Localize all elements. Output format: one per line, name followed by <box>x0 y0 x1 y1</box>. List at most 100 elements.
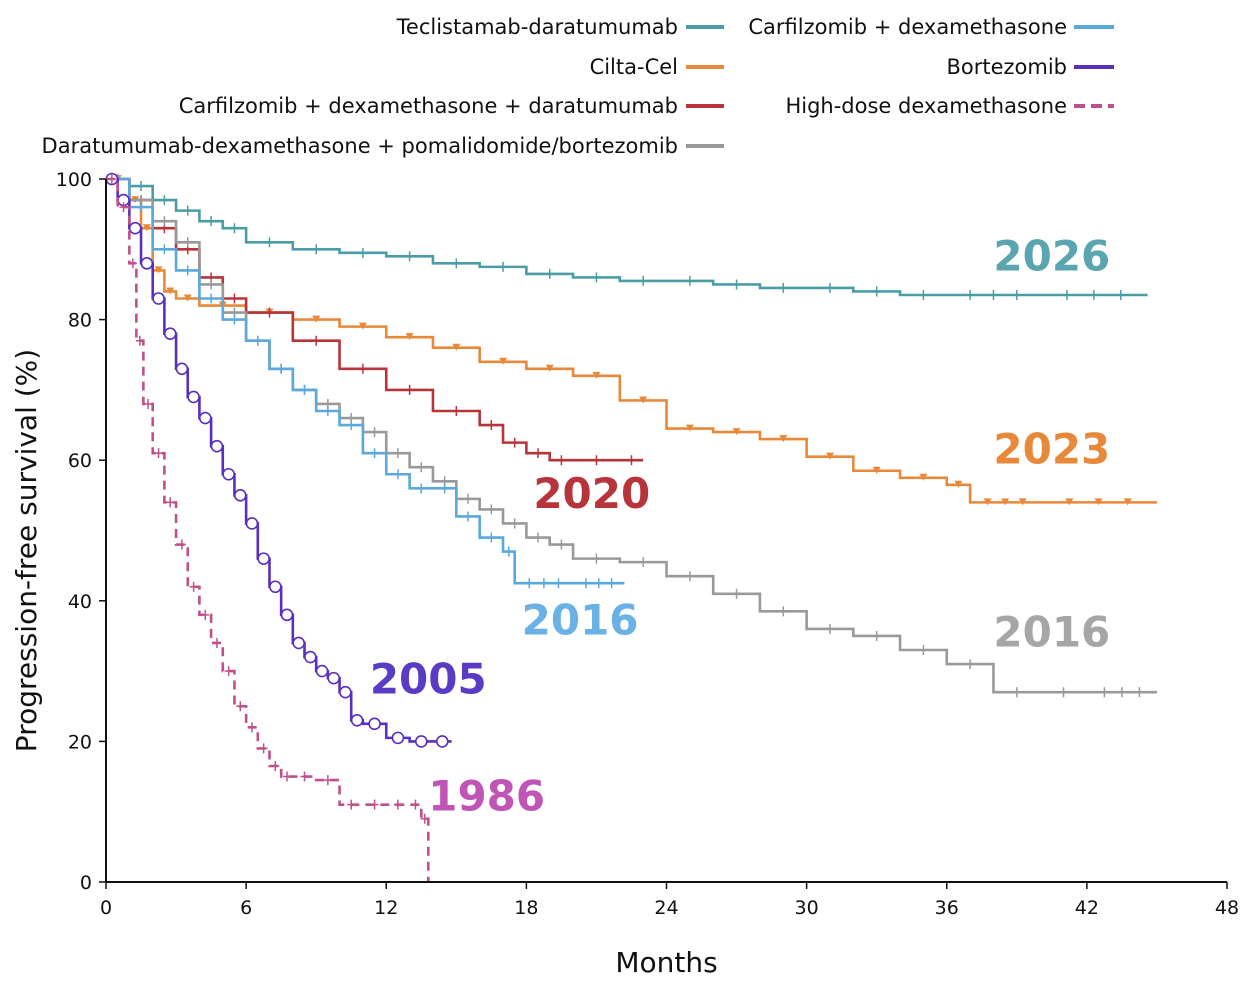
censor-mark <box>358 363 367 374</box>
legend-label: Carfilzomib + dexamethasone <box>748 15 1067 39</box>
censor-mark <box>685 571 694 582</box>
censor-mark <box>545 364 554 372</box>
censor-mark <box>154 266 163 274</box>
censor-mark <box>557 539 566 550</box>
survival-curve <box>106 177 1157 504</box>
year-label-1986: 1986 <box>428 771 545 820</box>
censor-mark <box>554 578 563 589</box>
censor-mark <box>452 258 461 269</box>
censor-mark <box>1012 687 1021 698</box>
censor-mark <box>966 289 975 300</box>
censor-mark <box>685 424 694 432</box>
censor-mark <box>230 314 239 325</box>
survival-curve <box>106 177 1148 297</box>
legend-item-cilta-cel: Cilta-Cel <box>590 55 724 79</box>
censor-mark <box>370 427 379 438</box>
legend-label: Carfilzomib + dexamethasone + daratumuma… <box>179 94 678 118</box>
censor-mark <box>510 518 519 529</box>
legend-item-carfilzomib-dexamethasone-daratumumab: Carfilzomib + dexamethasone + daratumuma… <box>179 94 724 118</box>
censor-mark <box>154 448 163 459</box>
year-label-2005: 2005 <box>370 655 487 704</box>
censor-mark <box>198 411 212 425</box>
censor-mark <box>183 205 192 216</box>
y-tick-label: 0 <box>80 872 92 894</box>
censor-mark <box>212 637 221 648</box>
censor-mark <box>292 636 305 650</box>
censor-mark <box>323 775 332 786</box>
censor-mark <box>265 237 274 248</box>
year-label-2023: 2023 <box>993 425 1110 474</box>
censor-mark <box>210 439 224 453</box>
censor-mark <box>183 265 192 276</box>
censor-mark <box>222 467 235 481</box>
censor-mark <box>452 405 461 416</box>
legend-label: High-dose dexamethasone <box>785 94 1067 118</box>
censor-mark <box>1089 289 1098 300</box>
censor-mark <box>245 517 259 530</box>
censor-mark <box>207 216 216 227</box>
legend: Teclistamab-daratumumab Cilta-Cel Carfilzo… <box>42 15 1114 158</box>
x-tick-label: 24 <box>654 897 678 919</box>
censor-mark <box>1065 498 1074 506</box>
series-layer <box>105 172 1157 882</box>
censor-mark <box>233 489 247 502</box>
series-bortezomib <box>105 172 452 748</box>
censor-mark <box>271 761 280 772</box>
censor-mark <box>166 497 175 508</box>
censor-mark <box>452 343 461 351</box>
censor-mark <box>312 244 321 255</box>
x-tick-label: 30 <box>795 897 819 919</box>
censor-mark <box>347 420 356 431</box>
year-label-2026: 2026 <box>993 231 1110 280</box>
censor-mark <box>259 743 268 754</box>
censor-mark <box>135 335 144 346</box>
censor-mark <box>119 202 128 213</box>
censor-mark <box>1001 498 1010 506</box>
y-tick-label: 60 <box>68 450 92 472</box>
censor-mark <box>347 799 356 810</box>
censor-mark <box>405 251 414 262</box>
censor-mark <box>872 630 881 641</box>
survival-curve <box>106 177 430 882</box>
censor-mark <box>323 405 332 416</box>
legend-item-carfilzomib-dexamethasone: Carfilzomib + dexamethasone <box>748 15 1114 39</box>
censor-mark <box>183 294 192 302</box>
censor-mark <box>107 174 116 184</box>
censor-mark <box>405 333 414 341</box>
censor-mark <box>1012 289 1021 300</box>
censor-mark <box>685 275 694 286</box>
censor-mark <box>1018 498 1027 506</box>
censor-mark <box>499 357 508 365</box>
censor-mark <box>137 181 146 192</box>
censor-mark <box>370 799 379 810</box>
censor-mark <box>368 717 381 731</box>
censor-mark <box>393 469 402 480</box>
censor-mark <box>919 645 928 656</box>
censor-mark <box>1094 498 1103 506</box>
legend-label: Bortezomib <box>946 55 1067 79</box>
censor-mark <box>312 335 321 346</box>
censor-mark <box>128 221 142 235</box>
censor-mark <box>315 664 329 678</box>
censor-mark <box>825 452 834 460</box>
censor-mark <box>545 268 554 279</box>
censor-mark <box>487 504 496 515</box>
censor-mark <box>142 224 151 232</box>
censor-mark <box>327 671 341 685</box>
censor-mark <box>872 466 881 474</box>
series-carfilzomib-dexamethasone <box>106 174 625 589</box>
censor-mark <box>779 282 788 293</box>
censor-mark <box>983 498 992 506</box>
censor-mark <box>779 606 788 617</box>
censor-mark <box>499 261 508 272</box>
censor-mark <box>1123 498 1132 506</box>
censor-mark <box>592 455 601 466</box>
year-label-2016: 2016 <box>993 607 1110 656</box>
censor-mark <box>414 735 428 748</box>
censor-mark <box>189 581 198 592</box>
censor-mark <box>435 735 449 748</box>
x-ticks: 0 6 12 18 24 30 36 42 48 <box>100 882 1239 919</box>
censor-mark <box>175 362 189 376</box>
censor-mark <box>417 483 426 494</box>
censor-mark <box>224 666 233 677</box>
